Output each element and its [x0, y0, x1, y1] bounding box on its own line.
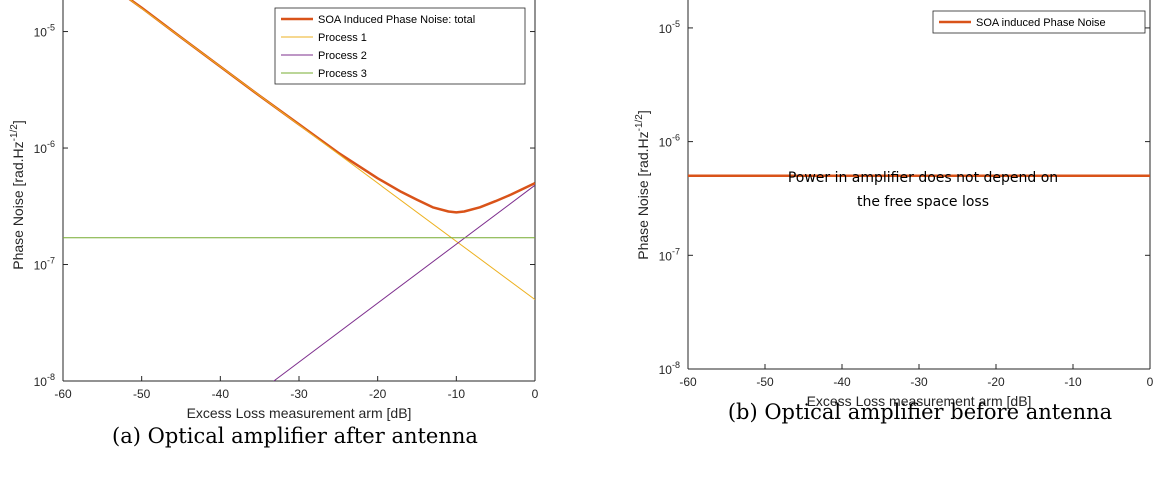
x-tick-label: -20: [987, 375, 1005, 389]
x-tick-label: 0: [1147, 375, 1153, 389]
annotation-text: Power in amplifier does not depend on: [788, 170, 1058, 186]
figure-caption: (b) Optical amplifier before antenna: [728, 400, 1112, 424]
chart-panel-a: -60-50-40-30-20-10010-810-710-610-510-4E…: [9, 0, 539, 448]
y-tick-label: 10-8: [34, 372, 55, 389]
x-tick-label: -10: [1064, 375, 1082, 389]
y-tick-label: 10-6: [659, 133, 680, 150]
chart-panel-b: -60-50-40-30-20-10010-810-710-610-510-4E…: [634, 0, 1153, 424]
legend: SOA induced Phase Noise: [932, 10, 1146, 34]
x-tick-label: 0: [532, 387, 539, 401]
legend-entry: SOA induced Phase Noise: [976, 17, 1106, 29]
legend-box: [932, 10, 1146, 34]
x-tick-label: -50: [756, 375, 774, 389]
x-axis-label: Excess Loss measurement arm [dB]: [187, 405, 412, 421]
legend-box: [274, 7, 526, 85]
series-line-3: [273, 184, 535, 381]
x-tick-label: -50: [133, 387, 151, 401]
y-tick-label: 10-8: [659, 360, 680, 377]
x-tick-label: -30: [910, 375, 928, 389]
y-tick-label: 10-5: [34, 23, 55, 40]
series-line-2: [129, 0, 535, 301]
y-axis-label: Phase Noise [rad.Hz-1/2]: [9, 120, 26, 270]
legend: SOA Induced Phase Noise: total Process 1 P…: [274, 7, 526, 85]
legend-entry: Process 2: [318, 50, 367, 62]
x-tick-label: -10: [448, 387, 466, 401]
x-tick-label: -60: [679, 375, 697, 389]
legend-entry: SOA Induced Phase Noise: total: [318, 14, 475, 26]
x-tick-label: -30: [290, 387, 308, 401]
x-tick-label: -40: [212, 387, 230, 401]
annotation-text: the free space loss: [857, 194, 989, 210]
y-axis-label: Phase Noise [rad.Hz-1/2]: [634, 110, 651, 260]
plot-area: [63, 0, 535, 381]
figure-caption: (a) Optical amplifier after antenna: [112, 424, 478, 448]
y-tick-label: 10-5: [659, 19, 680, 36]
y-tick-label: 10-6: [34, 139, 55, 156]
x-tick-label: -20: [369, 387, 387, 401]
legend-entry: Process 1: [318, 32, 367, 44]
x-tick-label: -60: [54, 387, 72, 401]
y-tick-label: 10-7: [659, 246, 680, 263]
legend-entry: Process 3: [318, 68, 367, 80]
x-axis-label: Excess Loss measurement arm [dB]: [807, 393, 1032, 409]
x-tick-label: -40: [833, 375, 851, 389]
y-tick-label: 10-7: [34, 256, 55, 273]
